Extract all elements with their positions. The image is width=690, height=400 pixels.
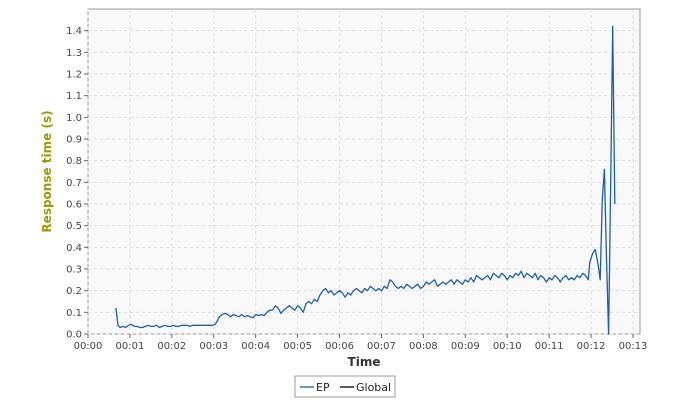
y-tick-label: 0.7 — [66, 178, 82, 189]
x-tick-label: 00:09 — [451, 341, 480, 352]
legend-label-global: Global — [356, 381, 391, 394]
x-tick-label: 00:04 — [241, 341, 270, 352]
y-tick-label: 0.1 — [66, 308, 82, 319]
y-tick-label: 1.3 — [66, 48, 82, 59]
x-tick-label: 00:13 — [619, 341, 648, 352]
x-tick-label: 00:11 — [535, 341, 564, 352]
y-tick-label: 0.4 — [66, 243, 82, 254]
x-tick-label: 00:10 — [493, 341, 522, 352]
y-tick-label: 0.3 — [66, 265, 82, 276]
x-tick-label: 00:03 — [199, 341, 228, 352]
y-tick-label: 0.9 — [66, 135, 82, 146]
legend: EP Global — [294, 375, 396, 398]
x-axis-title: Time — [348, 355, 381, 369]
legend-label-ep: EP — [316, 381, 330, 394]
y-tick-label: 1.0 — [66, 113, 82, 124]
x-axis: 00:00 00:01 00:02 00:03 00:04 00:05 00:06 00:07… — [74, 334, 648, 352]
x-tick-label: 00:05 — [283, 341, 312, 352]
y-tick-label: 0.5 — [66, 221, 82, 232]
plot-area — [87, 8, 641, 335]
x-tick-label: 00:12 — [577, 341, 606, 352]
y-tick-label: 0.2 — [66, 286, 82, 297]
series-line-ep — [115, 25, 616, 335]
x-tick-label: 00:01 — [116, 341, 145, 352]
x-tick-label: 00:08 — [409, 341, 438, 352]
x-tick-label: 00:06 — [325, 341, 354, 352]
y-axis: 0.0 0.1 0.2 0.3 0.4 0.5 0.6 0.7 0.8 0.9 1.0 1.1 1.2 1… — [66, 26, 88, 341]
y-tick-label: 1.4 — [66, 26, 82, 37]
x-tick-label: 00:07 — [367, 341, 396, 352]
y-tick-label: 1.1 — [66, 91, 82, 102]
y-axis-title: Response time (s) — [40, 110, 54, 232]
grid — [87, 9, 640, 335]
x-tick-label: 00:00 — [74, 341, 103, 352]
y-tick-label: 0.8 — [66, 156, 82, 167]
y-tick-label: 0.6 — [66, 200, 82, 211]
x-tick-label: 00:02 — [157, 341, 186, 352]
y-tick-label: 0.0 — [66, 330, 82, 341]
y-tick-label: 1.2 — [66, 70, 82, 81]
